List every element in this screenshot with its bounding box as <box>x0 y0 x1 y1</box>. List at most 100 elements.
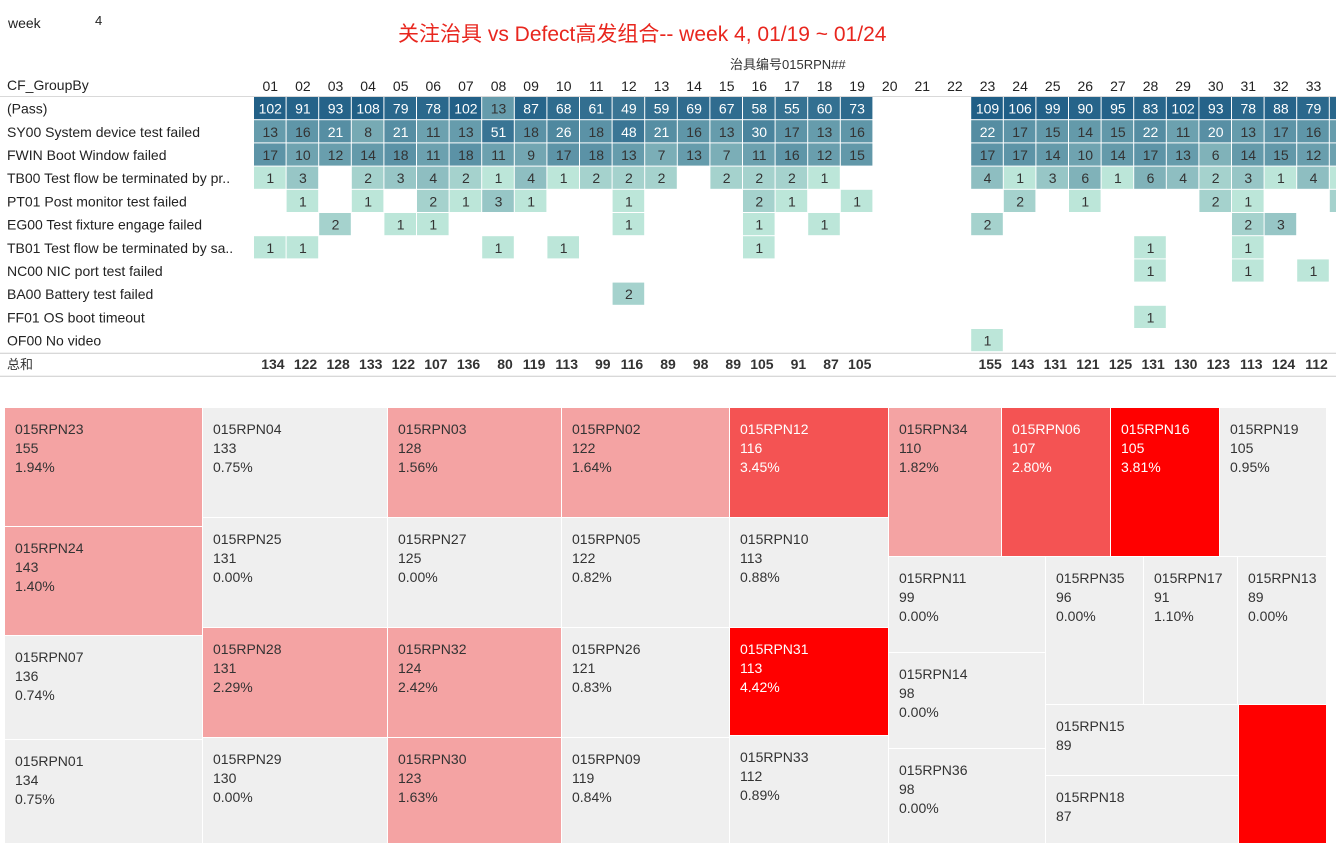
treemap-cell-rate: 0.89% <box>740 787 780 803</box>
heat-cell <box>1199 120 1231 143</box>
heat-cell <box>743 213 775 236</box>
heat-cell <box>1134 120 1166 143</box>
heat-cell-value: 1 <box>299 240 307 256</box>
column-header: 25 <box>1045 78 1061 94</box>
heat-cell-value: 11 <box>752 147 767 163</box>
total-value: 125 <box>1109 356 1133 372</box>
heat-cell <box>677 120 710 143</box>
heat-cell <box>482 120 514 143</box>
column-header: 17 <box>784 78 800 94</box>
treemap-cell-total: 113 <box>740 660 763 676</box>
treemap-cell-name: 015RPN17 <box>1154 570 1223 586</box>
heat-cell <box>1166 166 1199 189</box>
column-header: 22 <box>947 78 963 94</box>
heat-cell <box>1036 143 1068 166</box>
heat-cell <box>1134 236 1166 259</box>
heat-cell <box>971 213 1003 236</box>
heat-cell <box>514 166 547 189</box>
heat-cell-value: 102 <box>259 101 283 117</box>
heat-cell-value: 13 <box>621 147 637 163</box>
column-header: 05 <box>393 78 409 94</box>
heat-cell-value: 4 <box>1310 170 1318 186</box>
heat-cell-value: 22 <box>980 124 996 140</box>
treemap-cell: 015RPN06 107 2.80% <box>1002 408 1111 557</box>
heat-cell <box>1134 166 1166 189</box>
defect-heatmap: 01 02 03 04 05 06 07 08 09 10 11 12 13 14 15 16 17 18 19 20… <box>0 78 1336 377</box>
treemap-cell-total: 105 <box>1121 440 1145 456</box>
heat-cell <box>1232 120 1264 143</box>
treemap-cell: 015RPN18 87 <box>1046 776 1239 844</box>
heat-cell-value: 1 <box>1016 170 1024 186</box>
treemap-cell: 015RPN29 130 0.00% <box>203 738 388 844</box>
heat-cell-value: 87 <box>523 101 539 117</box>
heat-cell-value: 8 <box>364 124 372 140</box>
heat-cell-value: 3 <box>299 170 307 186</box>
heat-cell <box>514 189 547 212</box>
heat-cell <box>449 97 482 120</box>
treemap-cell-rate: 0.00% <box>1248 608 1288 624</box>
heat-cell-value: 13 <box>817 124 833 140</box>
treemap-cell-name: 015RPN33 <box>740 749 809 765</box>
heat-cell-value: 6 <box>1147 170 1155 186</box>
heat-cell <box>384 166 416 189</box>
heat-cell <box>1232 189 1264 212</box>
treemap-cell-name: 015RPN01 <box>15 753 84 769</box>
treemap-cell-rate: 1.40% <box>15 578 55 594</box>
heat-cell-value: 13 <box>491 101 507 117</box>
treemap-cell-name: 015RPN32 <box>398 641 467 657</box>
heat-cell-value: 1 <box>299 193 307 209</box>
total-value: 131 <box>1141 356 1165 372</box>
heat-cell-value: 17 <box>980 147 996 163</box>
heat-cell-value: 1 <box>397 217 405 233</box>
column-header: 23 <box>980 78 996 94</box>
total-value: 128 <box>326 356 350 372</box>
treemap-cell-name: 015RPN27 <box>398 531 467 547</box>
heat-cell <box>351 120 384 143</box>
heat-cell-value: 13 <box>719 124 735 140</box>
heat-cell-value: 6 <box>1212 147 1220 163</box>
heat-cell-value: 2 <box>625 286 633 302</box>
heat-cell-value: 2 <box>723 170 731 186</box>
heat-cell <box>547 120 579 143</box>
heat-cell-value: 79 <box>393 101 409 117</box>
treemap-cell: 015RPN35 96 0.00% <box>1046 557 1144 705</box>
heat-cell-value: 1 <box>1244 240 1252 256</box>
row-header-label: CF_GroupBy <box>7 77 89 93</box>
heat-cell <box>1199 189 1231 212</box>
heat-cell <box>580 143 612 166</box>
heat-cell <box>808 166 840 189</box>
heat-cell <box>254 120 286 143</box>
total-value: 89 <box>725 356 741 372</box>
heat-cell <box>1232 213 1264 236</box>
treemap-cell: 015RPN15 89 <box>1046 705 1239 776</box>
column-header: 16 <box>752 78 768 94</box>
total-value: 99 <box>595 356 611 372</box>
heat-cell <box>1297 143 1329 166</box>
treemap-cell-name: 015RPN36 <box>899 762 968 778</box>
heat-cell-value: 90 <box>1078 101 1094 117</box>
heat-cell-value: 20 <box>1208 124 1224 140</box>
heat-cell-value: 17 <box>263 147 279 163</box>
heat-cell <box>514 97 547 120</box>
heat-cell-value: 14 <box>1078 124 1094 140</box>
heat-cell <box>971 329 1003 352</box>
treemap-cell-name: 015RPN04 <box>213 421 282 437</box>
column-header: 18 <box>817 78 833 94</box>
heat-cell <box>1329 143 1336 166</box>
treemap-cell: 015RPN32 124 2.42% <box>388 628 562 738</box>
heat-cell <box>482 189 514 212</box>
treemap-cell-total: 98 <box>899 685 915 701</box>
heat-cell-value: 91 <box>295 101 311 117</box>
heat-cell <box>743 143 775 166</box>
treemap-cell: 015RPN11 99 0.00% <box>889 557 1046 653</box>
treemap-cell-name: 015RPN16 <box>1121 421 1190 437</box>
treemap-cell-name: 015RPN26 <box>572 641 641 657</box>
heat-cell <box>286 189 319 212</box>
column-header: 03 <box>328 78 344 94</box>
heat-cell <box>417 97 449 120</box>
heat-cell-value: 18 <box>589 147 605 163</box>
treemap-cell-rate: 3.81% <box>1121 459 1161 475</box>
treemap-cell-name: 015RPN35 <box>1056 570 1125 586</box>
heat-cell-value: 16 <box>686 124 702 140</box>
treemap-cell-rate: 3.45% <box>740 459 780 475</box>
